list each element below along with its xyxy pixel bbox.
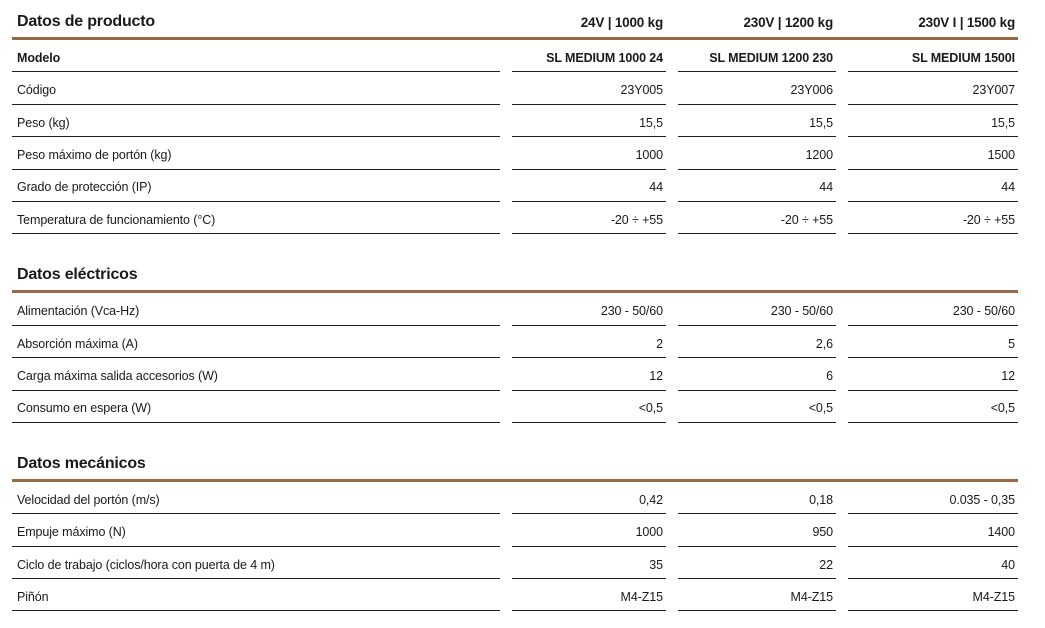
row-label: Consumo en espera (W) bbox=[12, 391, 500, 423]
row-label: Código bbox=[12, 72, 500, 105]
row-value: 22 bbox=[678, 547, 836, 580]
row-value: M4-Z15 bbox=[678, 579, 836, 612]
row-value: 23Y007 bbox=[848, 72, 1018, 105]
table-row: Código 23Y005 23Y006 23Y007 bbox=[12, 72, 1018, 105]
row-value: 15,5 bbox=[678, 105, 836, 138]
row-value: 0.035 - 0,35 bbox=[848, 482, 1018, 515]
row-value: 35 bbox=[512, 547, 666, 580]
column-header: 230V | 1200 kg bbox=[743, 15, 833, 30]
row-label: Modelo bbox=[12, 40, 500, 73]
row-value: 2 bbox=[512, 326, 666, 359]
row-value: 15,5 bbox=[512, 105, 666, 138]
table-section: Datos de producto 24V | 1000 kg 230V | 120… bbox=[12, 12, 1018, 235]
row-value: 5 bbox=[848, 326, 1018, 359]
table-section: Datos mecánicos Velocidad del portón (m/s… bbox=[12, 454, 1018, 612]
table-row: Alimentación (Vca-Hz) 230 - 50/60 230 - 50… bbox=[12, 293, 1018, 326]
row-label: Empuje máximo (N) bbox=[12, 514, 500, 547]
row-value: 1000 bbox=[512, 137, 666, 170]
row-value: 44 bbox=[848, 170, 1018, 202]
row-value: 1200 bbox=[678, 137, 836, 170]
row-value: SL MEDIUM 1000 24 bbox=[512, 40, 666, 73]
table-row: Consumo en espera (W) <0,5 <0,5 <0,5 bbox=[12, 391, 1018, 423]
table-section: Datos eléctricos Alimentación (Vca-Hz) 230… bbox=[12, 265, 1018, 423]
table-row: Peso (kg) 15,5 15,5 15,5 bbox=[12, 105, 1018, 138]
row-label: Temperatura de funcionamiento (°C) bbox=[12, 202, 500, 235]
table-row: Velocidad del portón (m/s) 0,42 0,18 0.035 … bbox=[12, 482, 1018, 515]
row-value: 230 - 50/60 bbox=[678, 293, 836, 326]
row-value: 950 bbox=[678, 514, 836, 547]
row-label: Peso (kg) bbox=[12, 105, 500, 138]
row-label: Carga máxima salida accesorios (W) bbox=[12, 358, 500, 391]
row-label: Alimentación (Vca-Hz) bbox=[12, 293, 500, 326]
row-value: 15,5 bbox=[848, 105, 1018, 138]
section-header-row: Datos mecánicos bbox=[12, 454, 1018, 482]
row-value: 44 bbox=[678, 170, 836, 202]
section-title: Datos eléctricos bbox=[17, 266, 138, 284]
row-value: 1500 bbox=[848, 137, 1018, 170]
section-title: Datos mecánicos bbox=[17, 454, 146, 472]
row-value: 2,6 bbox=[678, 326, 836, 359]
row-value: 1400 bbox=[848, 514, 1018, 547]
column-header: 24V | 1000 kg bbox=[580, 15, 663, 30]
table-row: Empuje máximo (N) 1000 950 1400 bbox=[12, 514, 1018, 547]
table-row: Piñón M4-Z15 M4-Z15 M4-Z15 bbox=[12, 579, 1018, 612]
row-value: 23Y005 bbox=[512, 72, 666, 105]
row-value: M4-Z15 bbox=[848, 579, 1018, 612]
row-value: 44 bbox=[512, 170, 666, 202]
section-title: Datos de producto bbox=[17, 13, 155, 30]
row-value: 0,18 bbox=[678, 482, 836, 515]
row-value: -20 ÷ +55 bbox=[848, 202, 1018, 235]
row-value: 230 - 50/60 bbox=[512, 293, 666, 326]
table-row: Modelo SL MEDIUM 1000 24 SL MEDIUM 1200 23… bbox=[12, 40, 1018, 73]
row-value: <0,5 bbox=[512, 391, 666, 423]
row-label: Piñón bbox=[12, 579, 500, 612]
table-row: Temperatura de funcionamiento (°C) -20 ÷ … bbox=[12, 202, 1018, 235]
row-value: 12 bbox=[848, 358, 1018, 391]
table-row: Absorción máxima (A) 2 2,6 5 bbox=[12, 326, 1018, 359]
row-value: 1000 bbox=[512, 514, 666, 547]
row-label: Ciclo de trabajo (ciclos/hora con puerta… bbox=[12, 547, 500, 580]
spec-table: Datos de producto 24V | 1000 kg 230V | 120… bbox=[12, 12, 1018, 612]
row-value: 230 - 50/60 bbox=[848, 293, 1018, 326]
row-label: Grado de protección (IP) bbox=[12, 170, 500, 202]
row-value: SL MEDIUM 1200 230 bbox=[678, 40, 836, 73]
row-value: M4-Z15 bbox=[512, 579, 666, 612]
row-value: 6 bbox=[678, 358, 836, 391]
row-value: 23Y006 bbox=[678, 72, 836, 105]
product-datasheet: Datos de producto 24V | 1000 kg 230V | 120… bbox=[12, 12, 1018, 612]
section-header-row: Datos eléctricos bbox=[12, 265, 1018, 294]
row-value: <0,5 bbox=[848, 391, 1018, 423]
row-value: 12 bbox=[512, 358, 666, 391]
column-header: 230V I | 1500 kg bbox=[918, 15, 1015, 30]
table-row: Peso máximo de portón (kg) 1000 1200 1500 bbox=[12, 137, 1018, 170]
row-label: Absorción máxima (A) bbox=[12, 326, 500, 359]
row-value: <0,5 bbox=[678, 391, 836, 423]
row-value: SL MEDIUM 1500I bbox=[848, 40, 1018, 73]
row-value: -20 ÷ +55 bbox=[512, 202, 666, 235]
row-label: Peso máximo de portón (kg) bbox=[12, 137, 500, 170]
table-row: Grado de protección (IP) 44 44 44 bbox=[12, 170, 1018, 202]
row-value: -20 ÷ +55 bbox=[678, 202, 836, 235]
section-header-row: Datos de producto 24V | 1000 kg 230V | 120… bbox=[12, 12, 1018, 40]
row-value: 0,42 bbox=[512, 482, 666, 515]
row-value: 40 bbox=[848, 547, 1018, 580]
row-label: Velocidad del portón (m/s) bbox=[12, 482, 500, 515]
table-row: Carga máxima salida accesorios (W) 12 6 12 bbox=[12, 358, 1018, 391]
table-row: Ciclo de trabajo (ciclos/hora con puerta… bbox=[12, 547, 1018, 580]
